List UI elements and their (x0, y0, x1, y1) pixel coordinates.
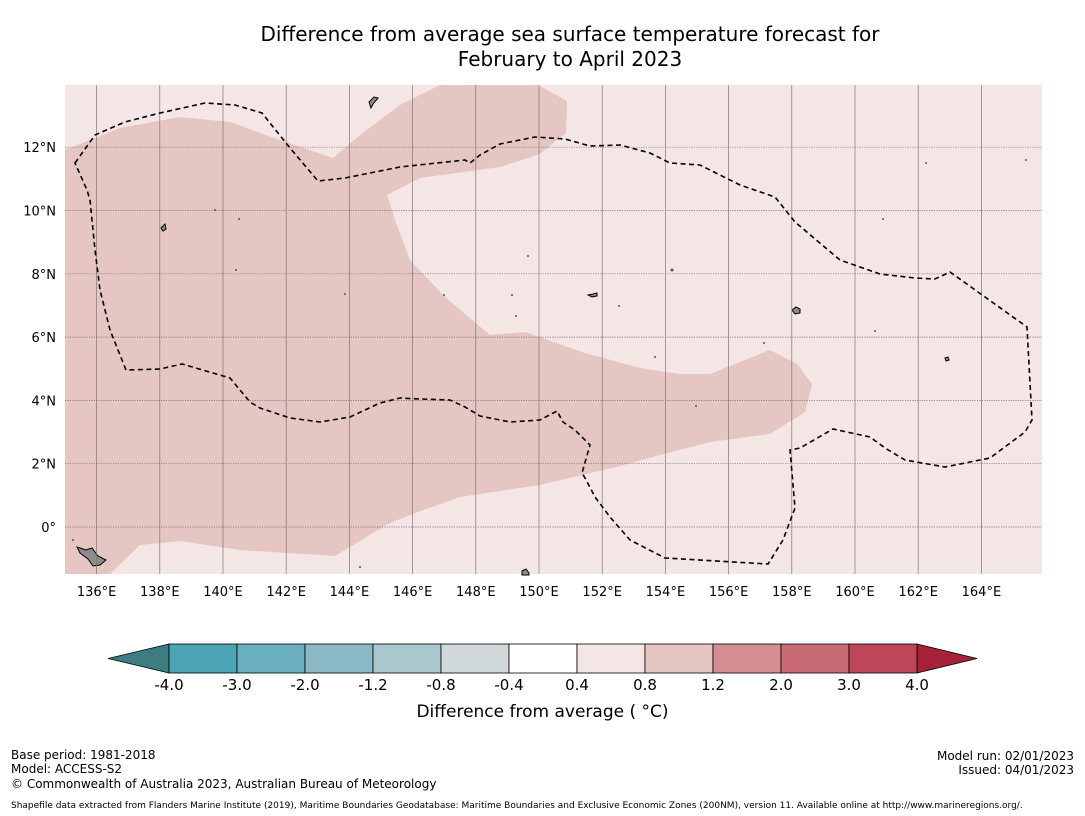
model-name: Model: ACCESS-S2 (11, 762, 123, 776)
colorbar-tick-label: 1.2 (701, 676, 725, 694)
issued-date: Issued: 04/01/2023 (958, 763, 1074, 777)
kosrae-island (944, 356, 950, 362)
lon-tick-label: 154°E (646, 585, 686, 600)
colorbar-segment (508, 643, 578, 674)
lat-tick-label: 0° (41, 521, 56, 536)
islet (763, 342, 765, 344)
colorbar-segment (168, 643, 238, 674)
islet (695, 405, 697, 407)
lon-tick-label: 140°E (203, 585, 243, 600)
colorbar-segment (712, 643, 782, 674)
islet (670, 268, 674, 272)
islet (654, 356, 656, 358)
islet (925, 162, 927, 164)
lat-tick-label: 10°N (23, 205, 56, 220)
colorbar-tick-label: -0.4 (494, 676, 523, 694)
base-period: Base period: 1981-2018 (11, 748, 156, 762)
colorbar-tick-label: 0.8 (633, 676, 657, 694)
title-line-1: Difference from average sea surface temp… (260, 22, 880, 46)
yap-island (160, 222, 167, 232)
footer-right: Model run: 02/01/2023 Issued: 04/01/2023 (937, 749, 1074, 777)
map-title: Difference from average sea surface temp… (0, 22, 1085, 72)
lat-tick-label: 8°N (32, 268, 57, 283)
pohnpei-island (791, 306, 801, 315)
eez-boundary (74, 102, 1033, 565)
small-islets (72, 159, 1027, 568)
islet (235, 269, 237, 271)
colorbar-tick-label: -2.0 (290, 676, 319, 694)
longitude-labels: 136°E 138°E 140°E 142°E 144°E 146°E 148°E 150°E… (77, 585, 1001, 600)
colorbar-tick-label: 4.0 (905, 676, 929, 694)
bismarck-island (521, 568, 530, 576)
papua-coast (76, 546, 107, 567)
lat-tick-label: 2°N (32, 458, 57, 473)
lon-tick-label: 162°E (898, 585, 938, 600)
lat-tick-label: 4°N (32, 394, 57, 409)
colorbar-segment (372, 643, 442, 674)
lon-tick-label: 164°E (962, 585, 1002, 600)
map-panel (65, 85, 1042, 576)
colorbar-tick-label: 2.0 (769, 676, 793, 694)
chuuk-islands (586, 292, 598, 298)
islet (344, 293, 346, 295)
land-areas (76, 96, 950, 576)
colorbar-segment (236, 643, 306, 674)
model-run-date: Model run: 02/01/2023 (936, 749, 1074, 763)
colorbar: -4.0 -3.0 -2.0 -1.2 -0.8 -0.4 0.4 0.8 1.2 2.0 3.0 4… (107, 643, 978, 694)
lon-tick-label: 138°E (140, 585, 180, 600)
colorbar-segment (576, 643, 646, 674)
copyright-notice: © Commonwealth of Australia 2023, Austra… (11, 777, 437, 791)
colorbar-segment (304, 643, 374, 674)
colorbar-tick-label: -4.0 (154, 676, 183, 694)
lon-tick-label: 160°E (835, 585, 875, 600)
shapefile-credit: Shapefile data extracted from Flanders M… (11, 801, 1023, 811)
latitude-labels: 12°N 10°N 8°N 6°N 4°N 2°N 0° (23, 141, 56, 536)
anomaly-region-0-8-to-1-2 (65, 85, 812, 574)
lon-tick-label: 156°E (709, 585, 749, 600)
islet (238, 218, 240, 220)
colorbar-tick-label: -3.0 (222, 676, 251, 694)
lat-tick-label: 12°N (23, 141, 56, 156)
lon-tick-label: 136°E (77, 585, 117, 600)
colorbar-over-arrow (916, 643, 978, 674)
colorbar-under-arrow (107, 643, 170, 674)
islet (618, 305, 620, 307)
colorbar-segment (440, 643, 510, 674)
islet (515, 315, 517, 317)
lat-tick-label: 6°N (32, 331, 57, 346)
colorbar-segment (644, 643, 714, 674)
lon-tick-label: 146°E (393, 585, 433, 600)
lon-tick-label: 158°E (772, 585, 812, 600)
colorbar-segment (848, 643, 918, 674)
islet (511, 294, 513, 296)
islet (443, 294, 445, 296)
colorbar-segment (780, 643, 850, 674)
colorbar-tick-label: -1.2 (358, 676, 387, 694)
lon-tick-label: 150°E (519, 585, 559, 600)
lon-tick-label: 142°E (266, 585, 306, 600)
colorbar-label: Difference from average ( °C) (416, 702, 669, 722)
guam-island (368, 96, 379, 110)
lon-tick-label: 152°E (582, 585, 622, 600)
islet (359, 566, 361, 568)
colorbar-tick-label: 0.4 (565, 676, 589, 694)
islet (882, 218, 884, 220)
islet (527, 255, 529, 257)
colorbar-tick-label: -0.8 (426, 676, 455, 694)
islet (874, 330, 876, 332)
islet (1025, 159, 1027, 161)
lon-tick-label: 144°E (330, 585, 370, 600)
title-line-2: February to April 2023 (457, 47, 683, 71)
colorbar-tick-label: 3.0 (837, 676, 861, 694)
islet (72, 539, 74, 541)
footer-left: Base period: 1981-2018 Model: ACCESS-S2 (11, 748, 156, 776)
lon-tick-label: 148°E (456, 585, 496, 600)
